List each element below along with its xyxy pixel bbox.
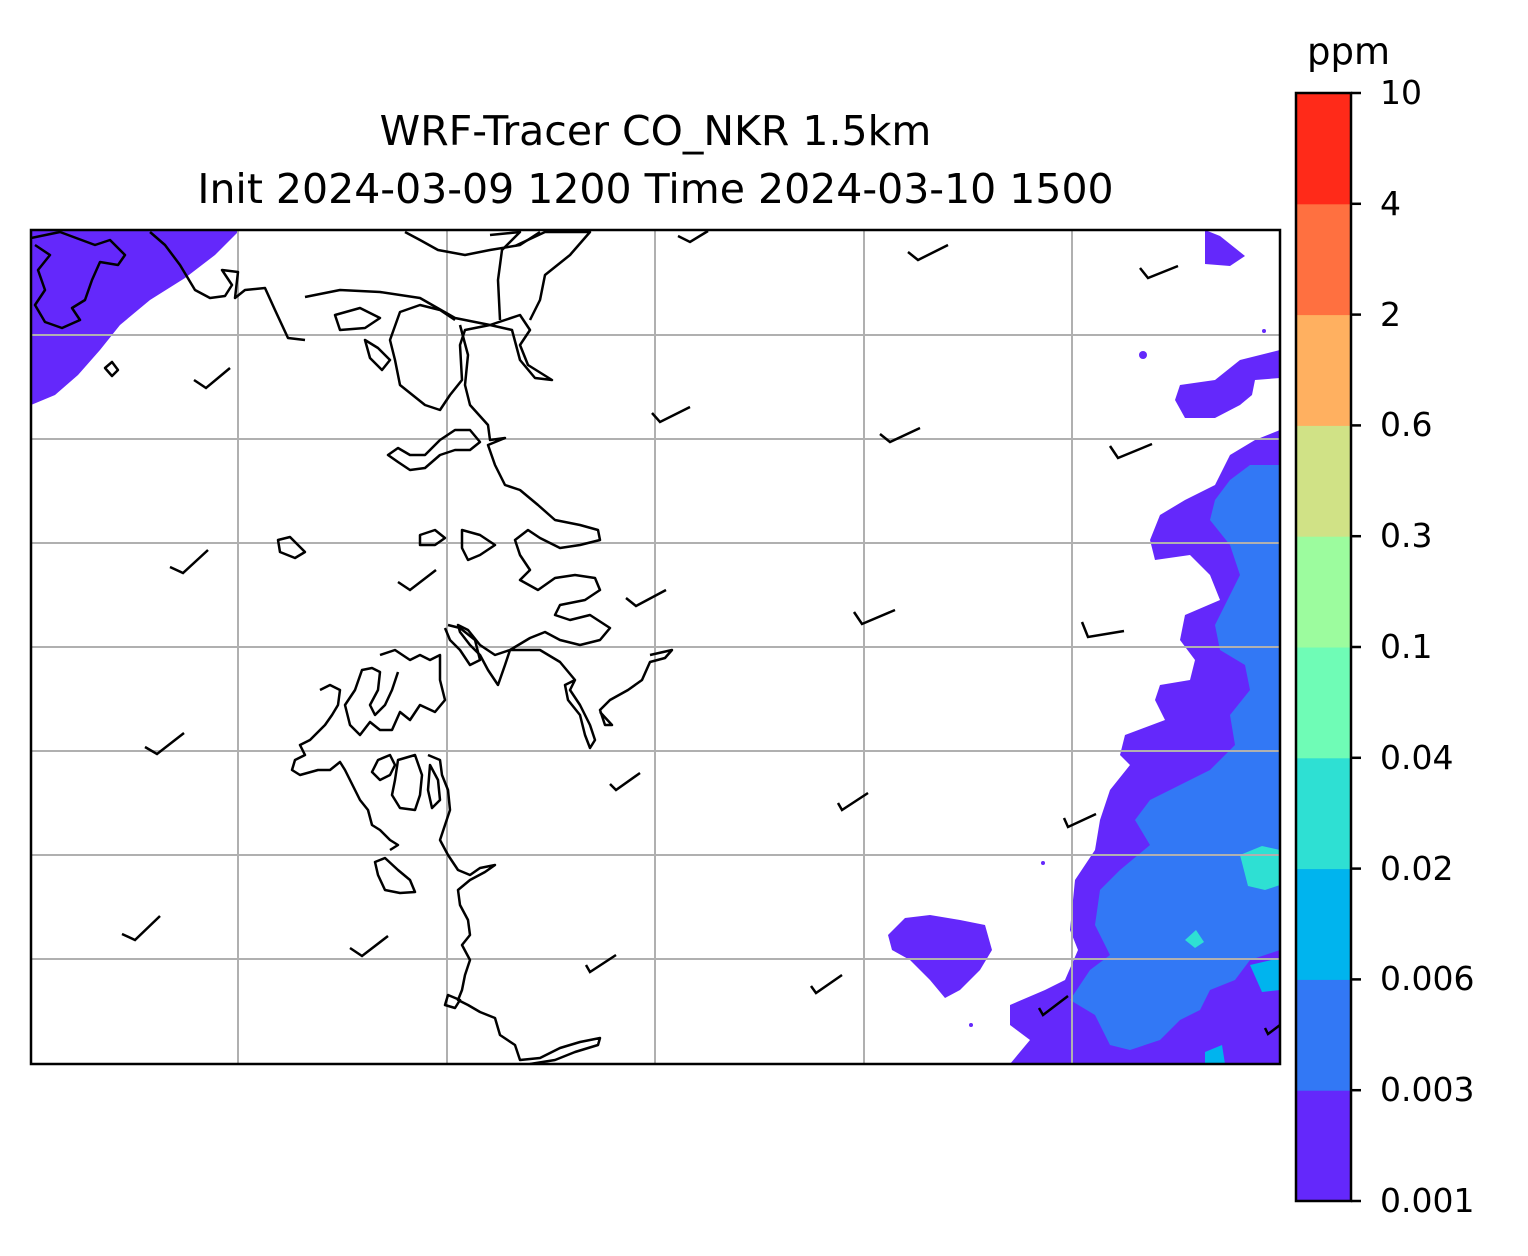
wind-barb [169,549,209,575]
wind-barb [121,915,161,942]
plume-east-core-4 [1205,1045,1225,1064]
wind-barb [625,588,667,608]
plume-east-inner [1070,465,1280,1050]
colorbar-tick-label: 0.04 [1380,737,1454,777]
map-frame [29,228,1282,1066]
colorbar-tick-label: 10 [1380,73,1422,112]
concentration-field [31,230,1280,1064]
plume-east-core-2 [1250,958,1280,992]
colorbar-segment [1296,647,1351,759]
plume-northeast-speck [1205,230,1245,266]
wind-barb [651,405,691,424]
colorbar-tick-label: 2 [1380,294,1401,334]
wind-barb [1037,995,1069,1017]
wind-barb [1263,1024,1281,1036]
wind-barb [1080,621,1125,639]
wind-barb [879,426,921,444]
wind-barb [1139,264,1179,280]
colorbar-segment [1296,203,1351,316]
plume-south-patch [888,915,992,998]
wind-barb [852,608,896,626]
wind-barb [584,953,617,974]
colorbar-tick-label: 0.02 [1380,848,1454,888]
colorbar-segment [1296,314,1351,426]
wind-barb [193,367,231,390]
colorbar-segment [1296,757,1351,870]
wind-barbs [121,229,1281,1036]
wind-barb [349,935,389,958]
colorbar-tick-label: 0.001 [1380,1181,1475,1220]
wind-barb [144,732,185,756]
colorbar-segment [1296,1090,1351,1202]
colorbar-tick-label: 0.003 [1380,1070,1475,1110]
coastlines [31,230,674,1064]
colorbar-segment [1296,868,1351,980]
colorbar-tick-label: 4 [1380,183,1401,223]
map-title-line1: WRF-Tracer CO_NKR 1.5km [379,107,932,155]
wind-barb [677,229,709,244]
wind-barb [609,771,641,792]
wind-barb [809,973,843,995]
wind-barb [907,243,949,262]
map-title-line2: Init 2024-03-09 1200 Time 2024-03-10 150… [197,165,1114,213]
colorbar-tick-label: 0.6 [1380,405,1433,445]
plume-northwest [31,230,240,405]
map-gridlines [31,230,1280,1064]
plume-east-core-1 [1240,846,1280,890]
plume-northeast-patch [1175,350,1280,418]
colorbar-segment [1296,425,1351,537]
wind-barb [1062,812,1097,829]
colorbar-unit-label: ppm [1307,30,1391,73]
colorbar [1296,93,1351,1202]
wind-barb [836,791,869,812]
colorbar-tick-label: 0.1 [1380,627,1433,666]
colorbar-segment [1296,536,1351,648]
colorbar-segment [1296,93,1351,205]
colorbar-ticks [1351,91,1361,1203]
colorbar-segment [1296,979,1351,1091]
colorbar-tick-label: 0.3 [1380,516,1433,556]
plume-east-core-3 [1185,930,1204,948]
wind-barb [1108,442,1153,460]
colorbar-tick-label: 0.006 [1380,959,1475,999]
wind-barb [397,569,437,592]
